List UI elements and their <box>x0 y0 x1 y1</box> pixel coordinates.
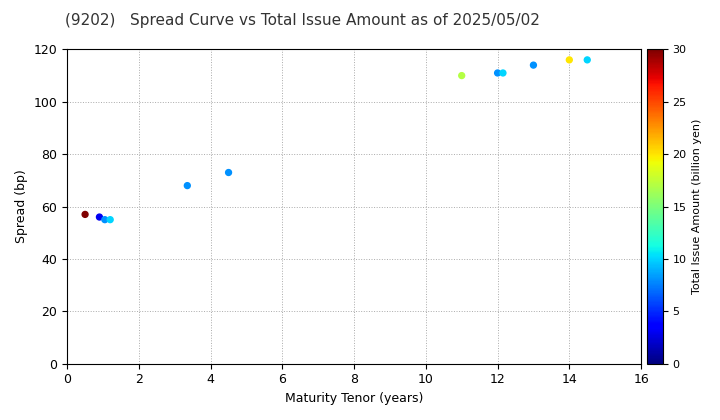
Point <box>456 72 467 79</box>
Point <box>181 182 193 189</box>
Point <box>79 211 91 218</box>
Point <box>104 216 116 223</box>
Point <box>492 70 503 76</box>
Y-axis label: Total Issue Amount (billion yen): Total Issue Amount (billion yen) <box>692 119 702 294</box>
Text: (9202)   Spread Curve vs Total Issue Amount as of 2025/05/02: (9202) Spread Curve vs Total Issue Amoun… <box>65 13 540 28</box>
Point <box>582 57 593 63</box>
Y-axis label: Spread (bp): Spread (bp) <box>15 170 28 244</box>
Point <box>222 169 234 176</box>
Point <box>528 62 539 68</box>
X-axis label: Maturity Tenor (years): Maturity Tenor (years) <box>285 392 423 405</box>
Point <box>99 216 111 223</box>
Point <box>498 70 509 76</box>
Point <box>94 214 105 220</box>
Point <box>564 57 575 63</box>
